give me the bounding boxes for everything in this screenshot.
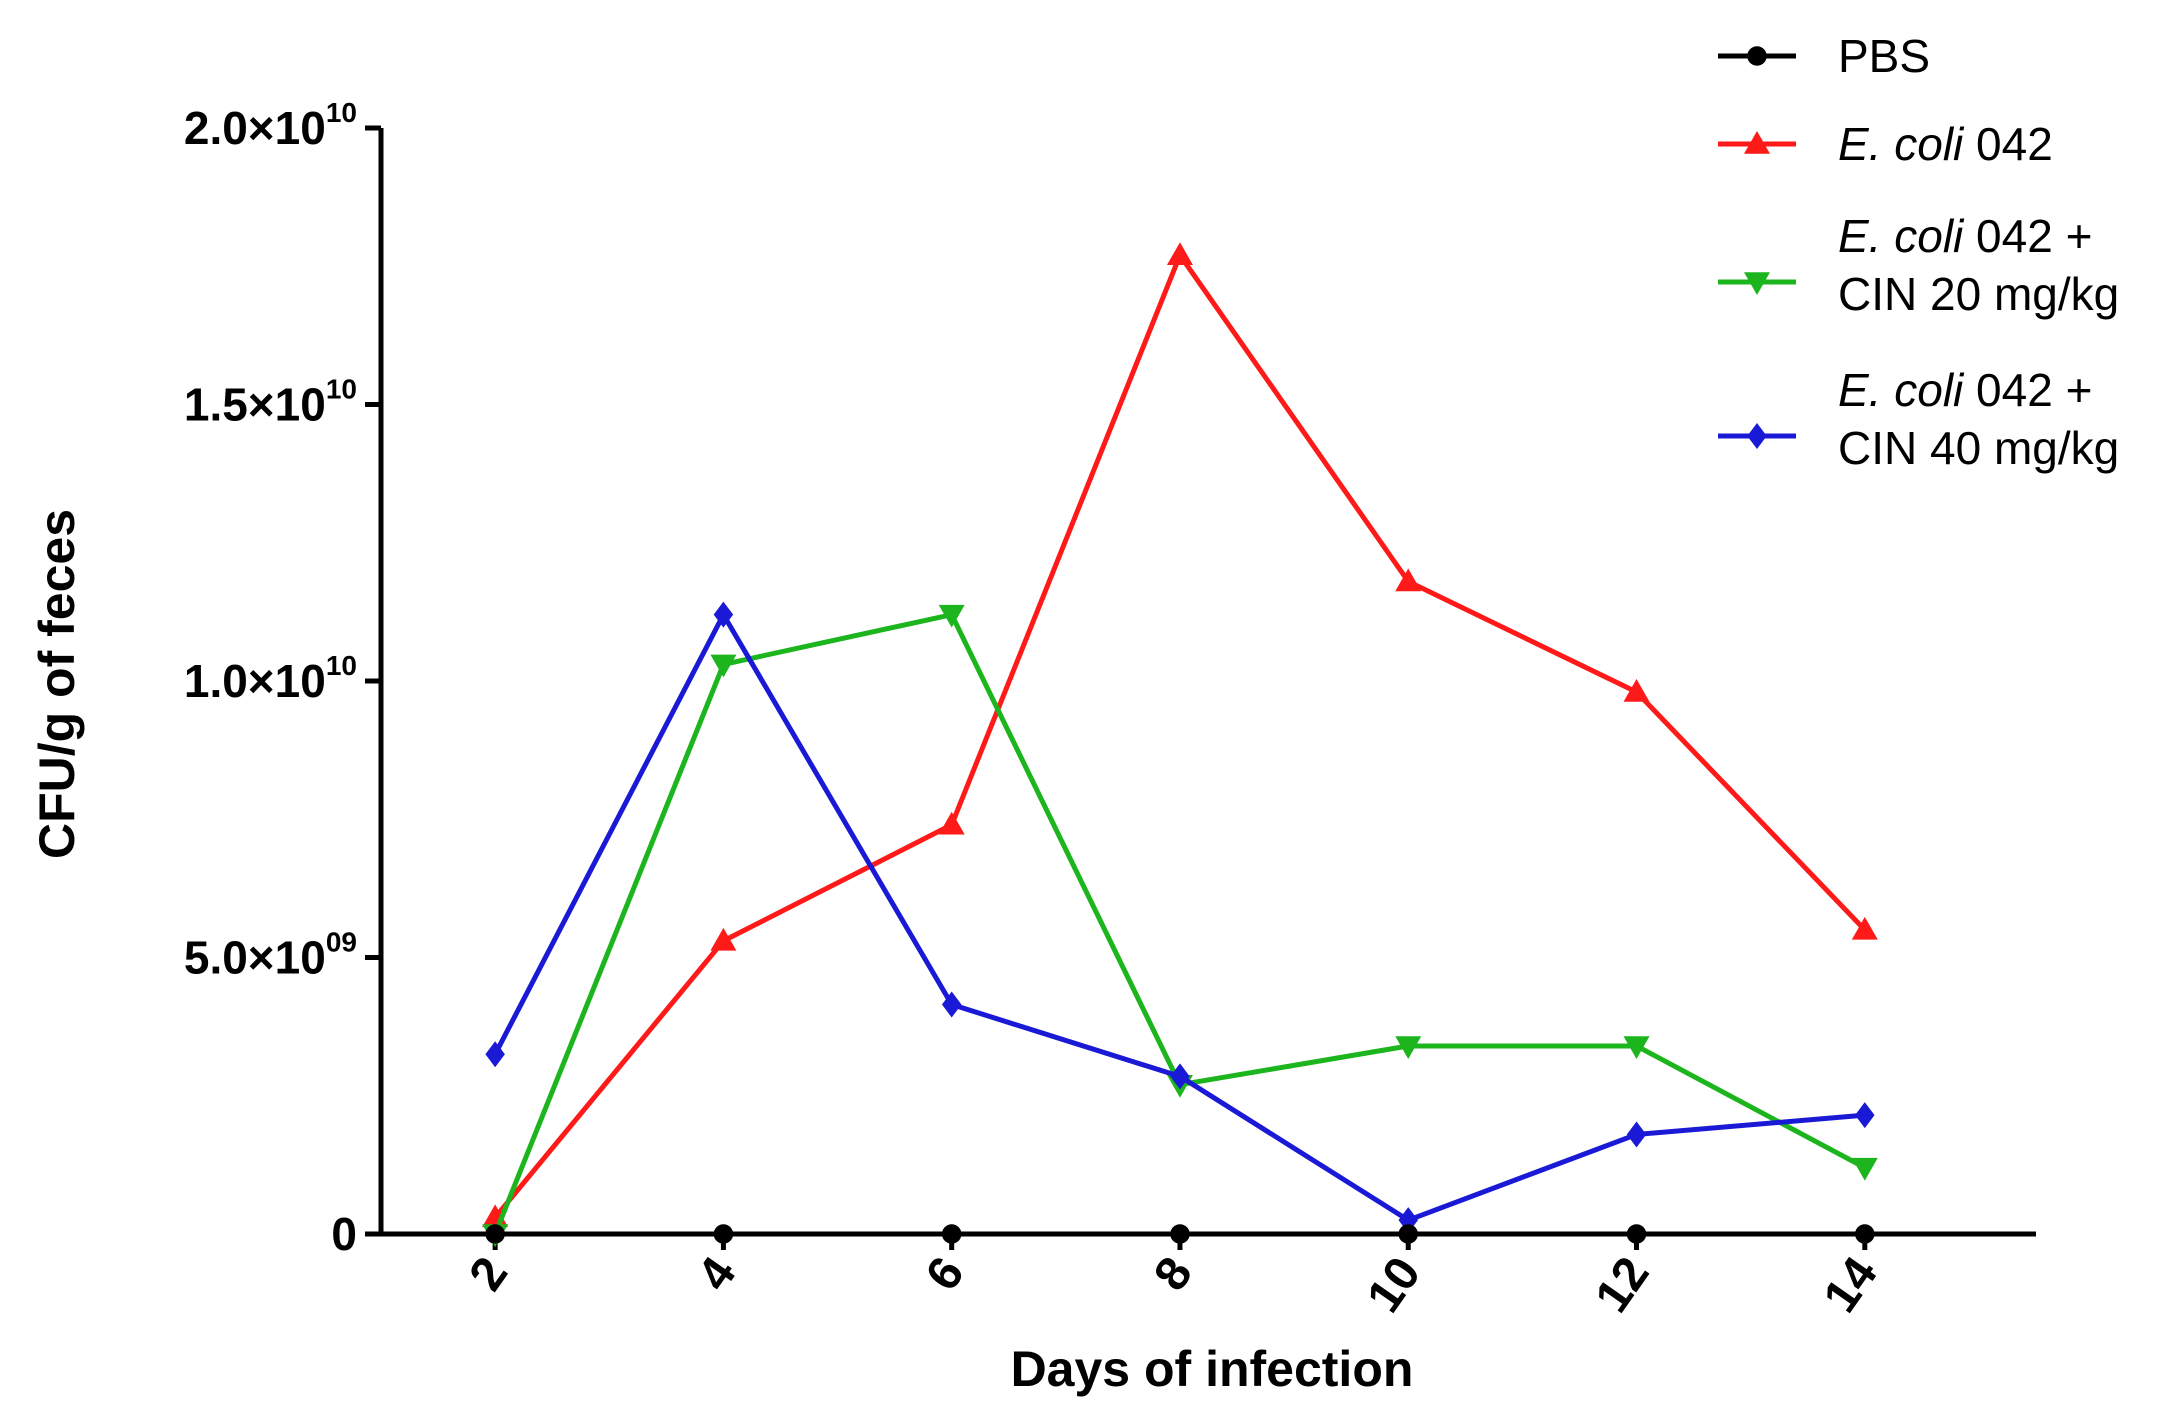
data-point bbox=[1626, 1121, 1647, 1148]
data-point bbox=[1851, 916, 1878, 940]
legend-label: E. coli 042 bbox=[1838, 118, 2053, 170]
x-tick-label: 8 bbox=[1144, 1248, 1203, 1300]
y-tick-mantissa: 1.5×10 bbox=[184, 379, 326, 431]
y-tick-exponent: 09 bbox=[326, 927, 357, 958]
legend-label-plain: 042 + bbox=[1963, 210, 2092, 262]
data-point bbox=[713, 601, 734, 628]
y-tick-label: 1.5×1010 bbox=[184, 374, 357, 431]
data-point bbox=[1855, 1102, 1875, 1129]
data-point bbox=[1855, 1224, 1875, 1244]
data-point bbox=[1626, 1224, 1647, 1244]
data-point bbox=[1166, 242, 1193, 265]
data-point bbox=[710, 654, 737, 678]
x-tick-label: 6 bbox=[916, 1248, 975, 1300]
legend-swatch-marker bbox=[1744, 131, 1770, 154]
data-point bbox=[938, 604, 965, 628]
legend-label: E. coli 042 + bbox=[1838, 210, 2092, 262]
legend-label-italic: E. coli bbox=[1838, 210, 1965, 262]
legend-item: E. coli 042 bbox=[1718, 118, 2053, 170]
y-tick-exponent: 10 bbox=[326, 374, 357, 405]
y-tick-label: 5.0×1009 bbox=[184, 927, 357, 984]
legend-item: E. coli 042 + CIN 40 mg/kg bbox=[1718, 364, 2119, 474]
y-tick-label: 0 bbox=[331, 1208, 357, 1260]
series-3 bbox=[485, 601, 1875, 1234]
legend-swatch-marker bbox=[1747, 46, 1767, 66]
y-tick-mantissa: 0 bbox=[331, 1208, 357, 1260]
y-tick-exponent: 10 bbox=[326, 650, 357, 681]
series-line bbox=[492, 612, 1866, 1223]
data-point bbox=[941, 1224, 962, 1244]
data-point bbox=[1623, 679, 1650, 702]
x-tick-label: 4 bbox=[688, 1248, 747, 1301]
legend-label-italic: E. coli bbox=[1838, 364, 1965, 416]
series-2 bbox=[482, 604, 1878, 1247]
legend-swatch-marker bbox=[1744, 272, 1770, 295]
series-line bbox=[492, 612, 1866, 1235]
series bbox=[482, 242, 1878, 1247]
data-point bbox=[938, 811, 965, 835]
data-point bbox=[1395, 568, 1422, 592]
data-point bbox=[1170, 1224, 1190, 1244]
data-point bbox=[1395, 1036, 1422, 1059]
legend-label-plain: 042 bbox=[1963, 118, 2053, 170]
legend-label: CIN 20 mg/kg bbox=[1838, 268, 2119, 320]
data-point bbox=[1623, 1036, 1650, 1059]
data-point bbox=[941, 991, 962, 1018]
legend-label-plain: CIN 20 mg/kg bbox=[1838, 268, 2119, 320]
legend-swatch-marker bbox=[1747, 423, 1767, 449]
legend-label-plain: 042 + bbox=[1963, 364, 2092, 416]
legend-label-plain: PBS bbox=[1838, 30, 1930, 82]
data-point bbox=[1851, 1157, 1878, 1181]
x-tick-label: 12 bbox=[1585, 1248, 1659, 1322]
data-point bbox=[710, 927, 737, 951]
legend-item: PBS bbox=[1718, 30, 1930, 82]
x-tick-label: 10 bbox=[1357, 1248, 1431, 1322]
data-point bbox=[1170, 1063, 1190, 1090]
legend-label: E. coli 042 + bbox=[1838, 364, 2092, 416]
x-tick-label: 2 bbox=[459, 1248, 518, 1300]
data-point bbox=[485, 1041, 505, 1068]
y-tick-label: 1.0×1010 bbox=[184, 650, 357, 707]
y-axis-title: CFU/g of feces bbox=[29, 509, 85, 859]
y-tick-mantissa: 5.0×10 bbox=[184, 932, 326, 984]
y-tick-mantissa: 1.0×10 bbox=[184, 655, 326, 707]
legend-label-italic: E. coli bbox=[1838, 118, 1965, 170]
data-point bbox=[1398, 1224, 1418, 1244]
legend-label: PBS bbox=[1838, 30, 1930, 82]
y-tick-mantissa: 2.0×10 bbox=[184, 102, 326, 154]
series-0 bbox=[485, 1224, 1875, 1244]
legend-item: E. coli 042 + CIN 20 mg/kg bbox=[1718, 210, 2119, 320]
x-tick-label: 14 bbox=[1814, 1248, 1888, 1322]
data-point bbox=[485, 1224, 505, 1244]
y-tick-label: 2.0×1010 bbox=[184, 97, 357, 154]
legend-label: CIN 40 mg/kg bbox=[1838, 422, 2119, 474]
y-tick-exponent: 10 bbox=[326, 97, 357, 128]
x-axis-title: Days of infection bbox=[1011, 1341, 1414, 1397]
data-point bbox=[713, 1224, 734, 1244]
legend-label-plain: CIN 40 mg/kg bbox=[1838, 422, 2119, 474]
